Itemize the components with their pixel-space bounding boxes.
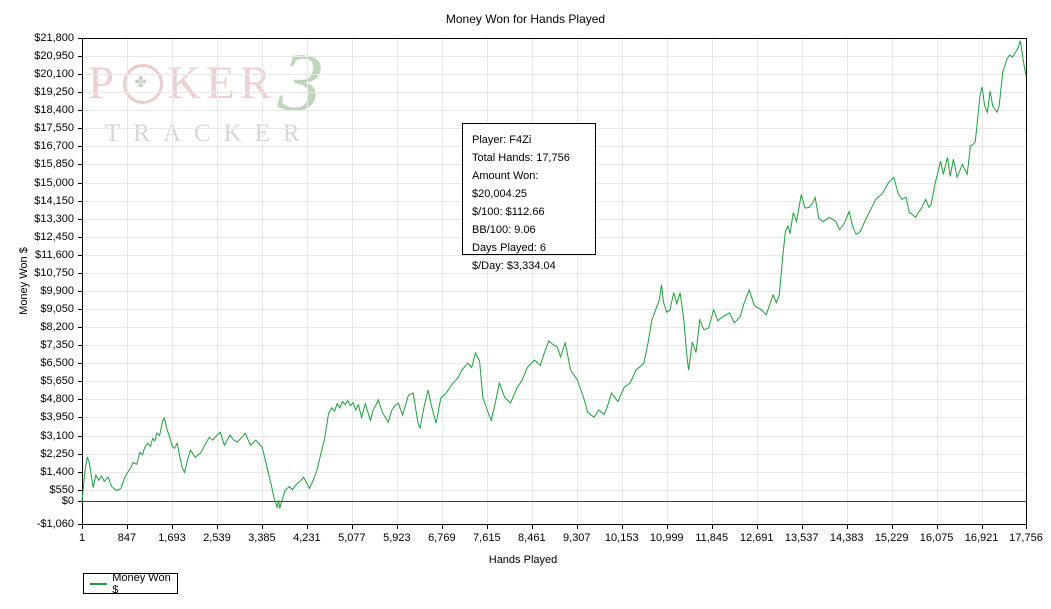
x-tick-label: 14,383 xyxy=(829,532,864,544)
x-axis-title: Hands Played xyxy=(488,554,558,566)
x-tick-label: 9,307 xyxy=(563,532,591,544)
stat-bb-per-100: BB/100: 9.06 xyxy=(472,224,536,236)
watermark-text-p: P xyxy=(88,57,120,110)
x-tick-label: 16,921 xyxy=(964,532,999,544)
y-tick-label: $12,450 xyxy=(34,230,74,243)
x-tick-label: 15,229 xyxy=(874,532,909,544)
y-tick-label: $550 xyxy=(49,483,74,496)
money-won-line xyxy=(81,40,1027,510)
x-tick-label: 1,693 xyxy=(158,532,186,544)
x-tick-label: 11,845 xyxy=(695,532,729,544)
plot-border xyxy=(82,38,1027,525)
y-tick-label: -$1,060 xyxy=(36,518,74,530)
legend-line-swatch xyxy=(90,582,108,585)
x-tick-label: 6,769 xyxy=(428,532,456,544)
stat-player: Player: F4Zi xyxy=(472,134,532,146)
y-axis-title: Money Won $ xyxy=(18,247,30,315)
y-tick-label: $15,850 xyxy=(34,158,74,171)
x-tick-label: 3,385 xyxy=(248,532,276,544)
y-tick-label: $3,100 xyxy=(40,429,74,442)
watermark-brand: P ✤ KER 3 xyxy=(88,35,332,132)
x-tick-label: 8,461 xyxy=(518,532,546,544)
x-tick-label: 1 xyxy=(78,532,86,544)
y-tick-label: $5,650 xyxy=(40,375,74,388)
stat-total-hands: Total Hands: 17,756 xyxy=(472,152,570,164)
stat-amount-won: Amount Won: $20,004.25 xyxy=(472,170,539,200)
x-tick-label: 17,756 xyxy=(1009,532,1043,544)
y-tick-label: $13,300 xyxy=(34,212,74,225)
y-tick-label: $16,700 xyxy=(34,140,74,153)
y-tick-label: $17,550 xyxy=(34,122,74,135)
card-suit-circle-icon: ✤ xyxy=(123,63,164,104)
x-tick-label: 10,999 xyxy=(649,532,684,544)
y-tick-label: $8,200 xyxy=(40,321,74,334)
x-tick-label: 16,075 xyxy=(919,532,954,544)
y-tick-label: $0 xyxy=(61,495,74,508)
x-tick-label: 12,691 xyxy=(739,532,774,544)
x-tick-label: 847 xyxy=(117,532,137,544)
y-tick-label: $15,000 xyxy=(34,176,74,189)
y-tick-label: $14,150 xyxy=(34,194,74,207)
stats-info-box: Player: F4Zi Total Hands: 17,756 Amount … xyxy=(462,123,596,272)
y-tick-label: $1,400 xyxy=(40,465,74,478)
stat-dollars-per-100: $/100: $112.66 xyxy=(472,206,545,218)
y-tick-label: $4,800 xyxy=(40,393,74,406)
y-tick-label: $7,350 xyxy=(40,339,74,352)
x-tick-label: 10,153 xyxy=(604,532,639,544)
y-tick-label: $2,250 xyxy=(40,447,74,460)
pokertracker-watermark: P ✤ KER 3 TRACKER xyxy=(88,35,332,148)
y-tick-label: $20,950 xyxy=(34,50,74,63)
y-tick-label: $3,950 xyxy=(40,411,74,424)
y-tick-label: $11,600 xyxy=(35,248,74,261)
x-tick-label: 7,615 xyxy=(473,532,501,544)
y-tick-label: $21,800 xyxy=(34,32,74,44)
y-tick-label: $19,250 xyxy=(34,86,74,99)
y-tick-label: $9,900 xyxy=(40,284,74,297)
y-tick-label: $6,500 xyxy=(40,357,74,370)
x-tick-label: 5,923 xyxy=(383,532,411,544)
chart-title: Money Won for Hands Played xyxy=(445,12,606,26)
legend-label: Money Won $ xyxy=(112,571,171,596)
legend: Money Won $ xyxy=(83,571,178,596)
x-tick-label: 13,537 xyxy=(784,532,819,544)
stat-dollars-per-day: $/Day: $3,334.04 xyxy=(472,260,556,272)
x-tick-label: 5,077 xyxy=(338,532,366,544)
y-tick-label: $18,400 xyxy=(34,104,74,117)
y-tick-label: $20,100 xyxy=(34,68,74,81)
y-tick-label: $10,750 xyxy=(34,266,74,279)
stat-days-played: Days Played: 6 xyxy=(472,242,546,254)
watermark-tracker: TRACKER xyxy=(105,120,313,148)
watermark-text-ker: KER xyxy=(167,57,277,110)
x-tick-label: 2,539 xyxy=(203,532,231,544)
x-tick-label: 4,231 xyxy=(293,532,321,544)
y-tick-label: $9,050 xyxy=(40,303,74,316)
